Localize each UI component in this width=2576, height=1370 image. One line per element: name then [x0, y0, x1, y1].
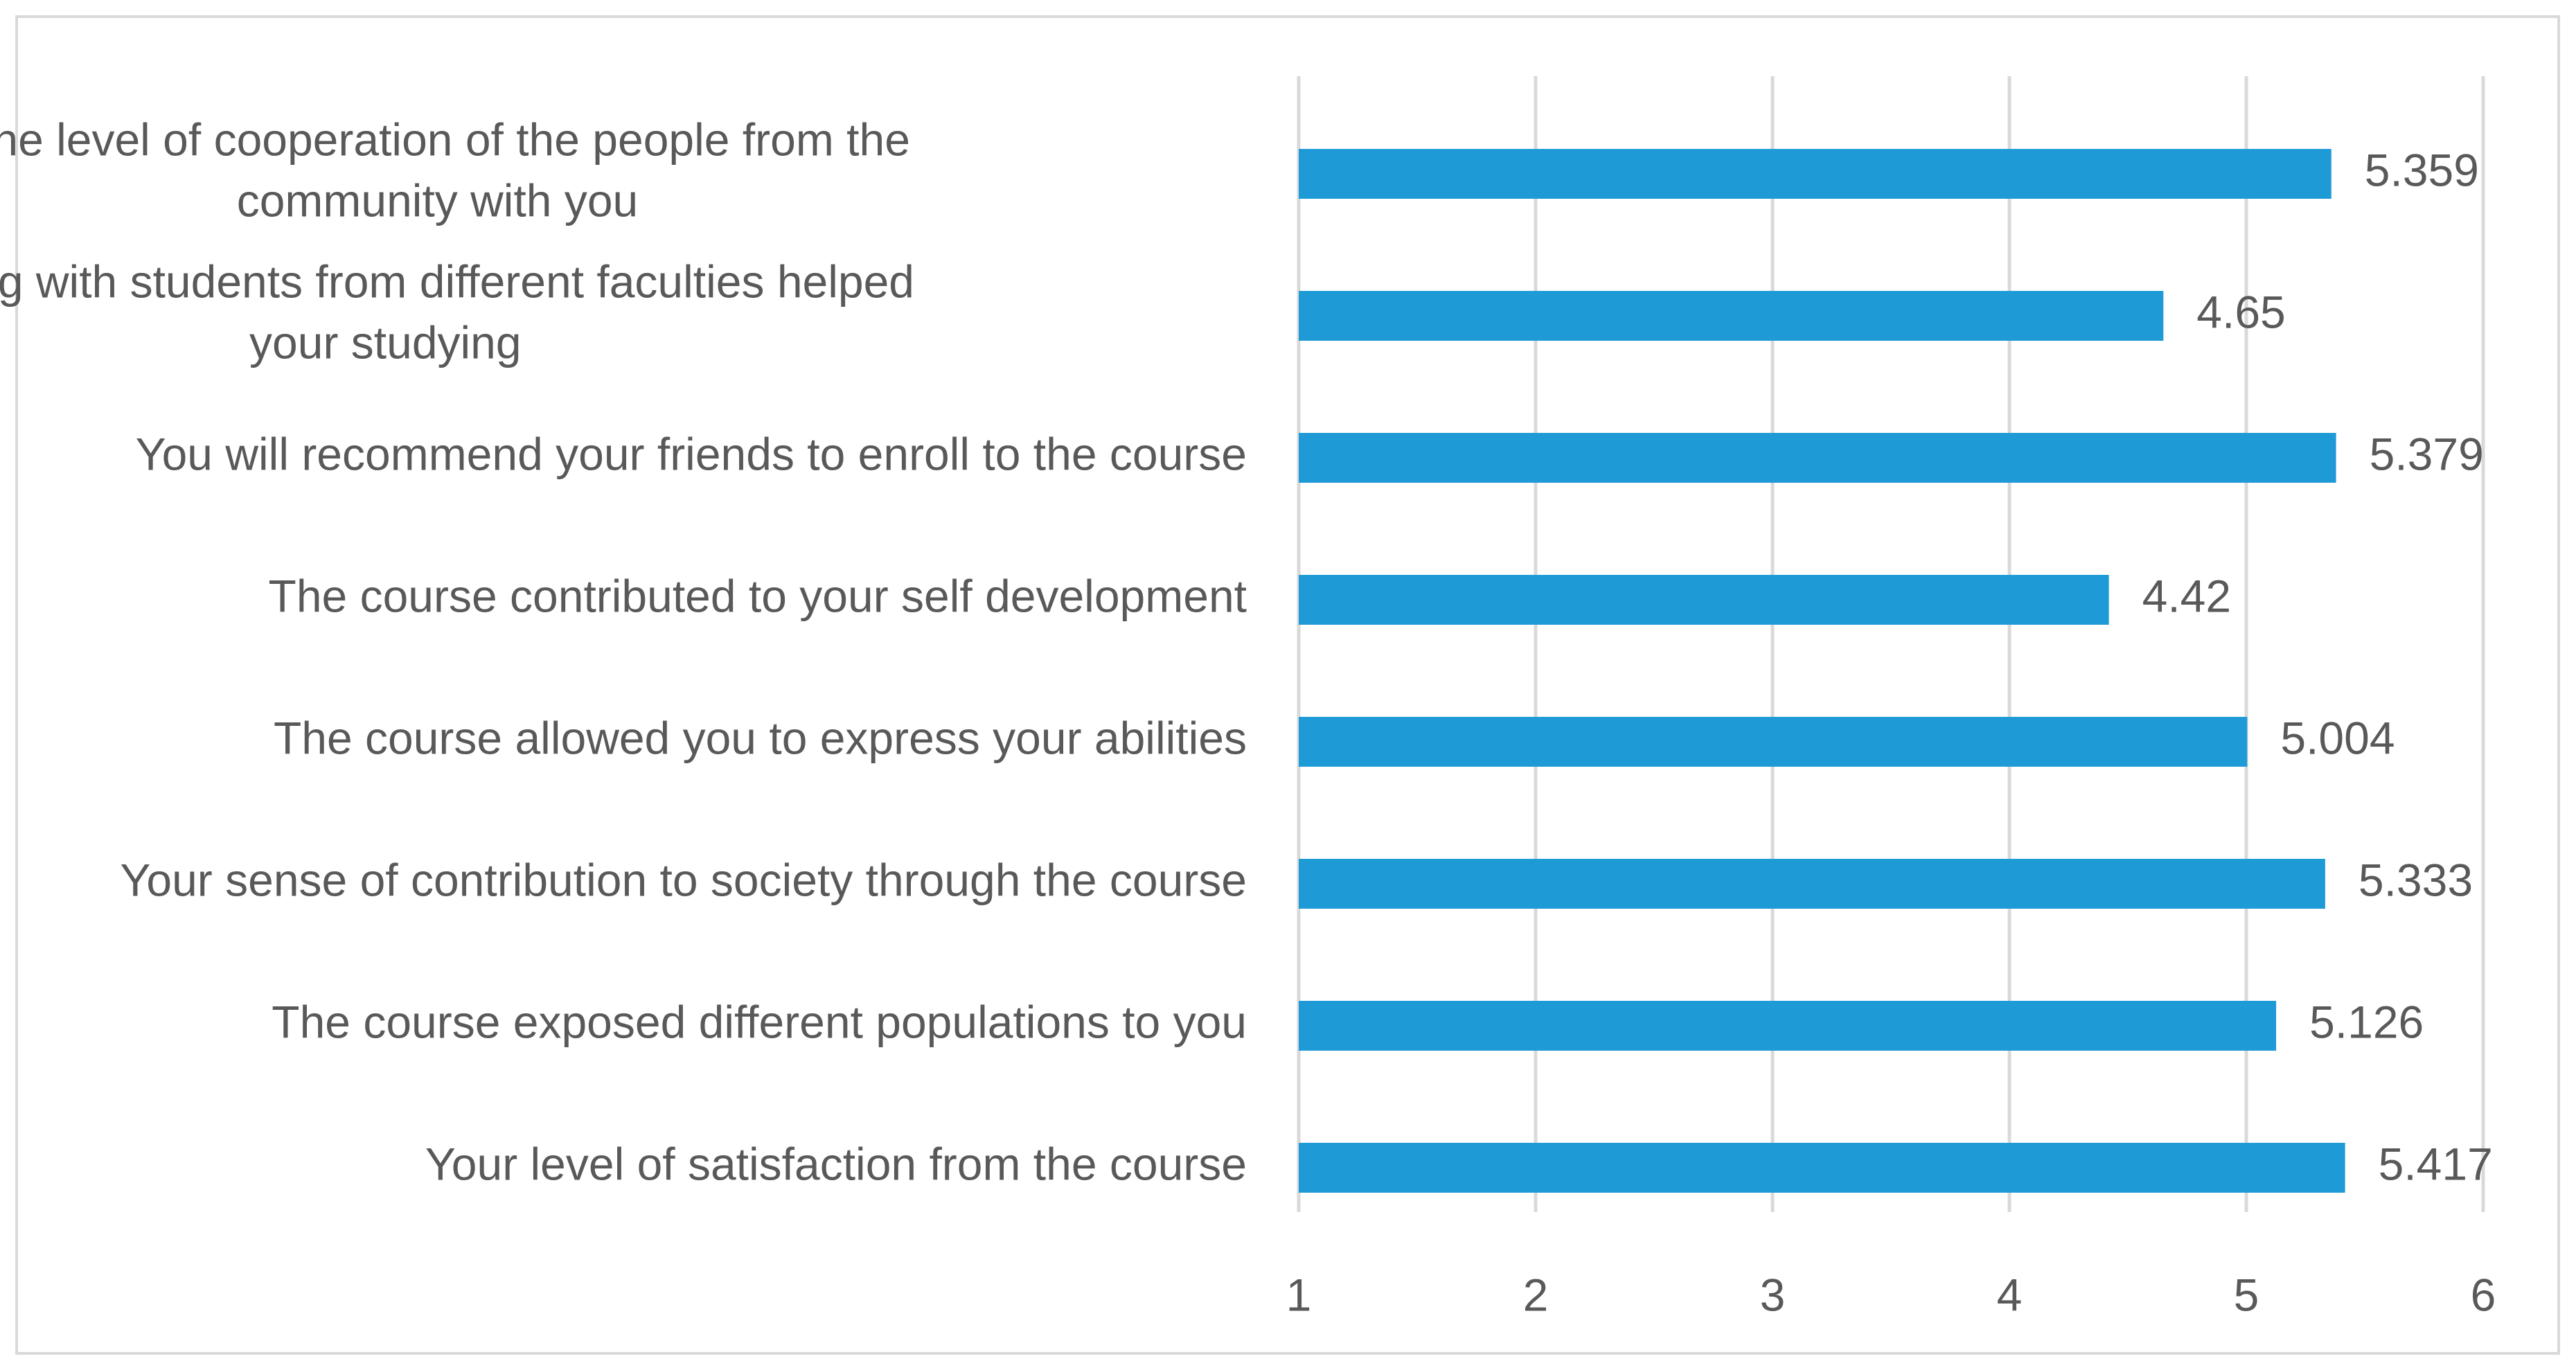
x-tick-label-4: 4 [1997, 1269, 2023, 1320]
category-label-line: The course allowed you to express your a… [274, 712, 1247, 763]
bar-3 [1299, 433, 2336, 483]
data-label-1: 5.359 [2365, 144, 2479, 195]
category-label-3: You will recommend your friends to enrol… [136, 428, 1247, 479]
category-label-6: Your sense of contribution to society th… [120, 854, 1247, 905]
data-label-2: 4.65 [2196, 286, 2285, 337]
bars [1299, 149, 2345, 1193]
data-label-3: 5.379 [2370, 428, 2484, 479]
x-axis-ticks: 1 2 3 4 5 6 [1286, 1269, 2496, 1320]
category-label-line: The course contributed to your self deve… [269, 570, 1247, 621]
category-label-line: community with you [237, 175, 639, 226]
category-label-1: The level of cooperation of the people f… [0, 114, 910, 226]
x-tick-label-5: 5 [2234, 1269, 2259, 1320]
category-label-line: your studying [249, 317, 522, 368]
category-label-4: The course contributed to your self deve… [269, 570, 1247, 621]
data-labels: 5.359 4.65 5.379 4.42 5.004 5.333 5.126 5.417 [2142, 144, 2493, 1189]
category-label-8: Your level of satisfaction from the cour… [425, 1138, 1247, 1189]
x-tick-label-2: 2 [1523, 1269, 1549, 1320]
category-label-2: Working with students from different fac… [0, 256, 914, 368]
category-label-line: You will recommend your friends to enrol… [136, 428, 1247, 479]
category-label-line: Your sense of contribution to society th… [120, 854, 1247, 905]
bar-4 [1299, 575, 2109, 625]
bar-6 [1299, 859, 2325, 909]
data-label-8: 5.417 [2379, 1138, 2493, 1189]
x-tick-label-3: 3 [1760, 1269, 1786, 1320]
x-tick-label-1: 1 [1286, 1269, 1312, 1320]
category-label-5: The course allowed you to express your a… [274, 712, 1247, 763]
category-label-line: Your level of satisfaction from the cour… [425, 1138, 1247, 1189]
bar-1 [1299, 149, 2331, 199]
x-tick-label-6: 6 [2471, 1269, 2496, 1320]
category-label-line: Working with students from different fac… [0, 256, 914, 307]
data-label-6: 5.333 [2359, 854, 2473, 905]
bar-8 [1299, 1143, 2345, 1193]
chart-frame [15, 15, 2560, 1355]
category-label-7: The course exposed different populations… [272, 996, 1247, 1047]
category-label-line: The course exposed different populations… [272, 996, 1247, 1047]
bar-2 [1299, 291, 2164, 341]
data-label-5: 5.004 [2280, 712, 2395, 763]
category-label-line: The level of cooperation of the people f… [0, 114, 910, 165]
bar-5 [1299, 717, 2248, 767]
category-labels: The level of cooperation of the people f… [0, 114, 1247, 1189]
data-label-4: 4.42 [2142, 570, 2231, 621]
data-label-7: 5.126 [2309, 996, 2424, 1047]
bar-7 [1299, 1001, 2277, 1051]
